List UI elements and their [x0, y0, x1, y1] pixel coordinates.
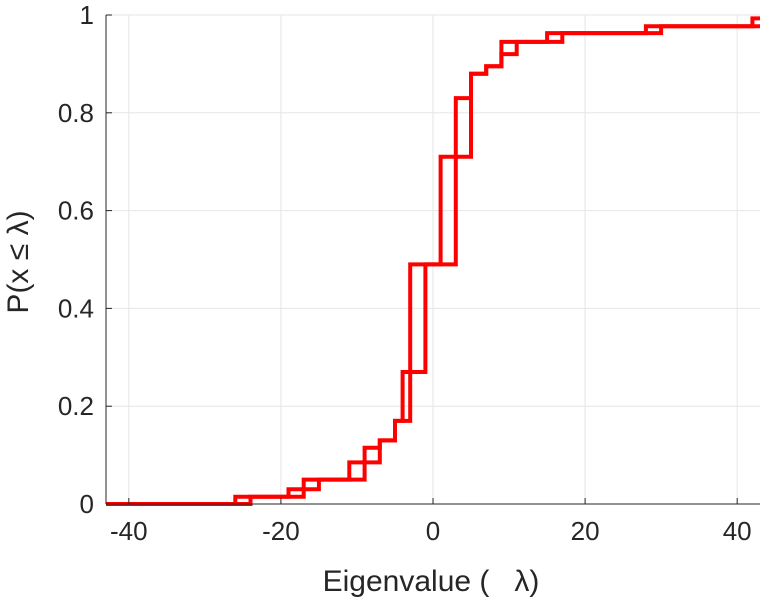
y-tick-label: 0.6: [58, 196, 94, 226]
tick-label-layer: -40 -20 0 20 40 0 0.2 0.4 0.6 0.8 1: [58, 0, 752, 546]
y-tick-label: 1: [80, 0, 94, 30]
x-tick-label: 0: [426, 516, 440, 546]
x-tick-label: -40: [110, 516, 148, 546]
x-tick-label: 20: [571, 516, 600, 546]
grid-layer: [106, 14, 760, 505]
x-tick-label: 40: [723, 516, 752, 546]
series-layer: [106, 16, 760, 506]
cdf-step-line-2: [106, 16, 760, 506]
y-axis-label: P(x ≤ λ): [2, 210, 35, 313]
x-axis-label: Eigenvalue ( λ): [323, 565, 540, 598]
axes-layer: [105, 14, 760, 505]
y-tick-label: 0: [80, 489, 94, 519]
y-tick-label: 0.2: [58, 391, 94, 421]
y-tick-label: 0.8: [58, 98, 94, 128]
y-tick-label: 0.4: [58, 293, 94, 323]
x-tick-label: -20: [262, 516, 300, 546]
cdf-step-line-1: [106, 24, 760, 506]
